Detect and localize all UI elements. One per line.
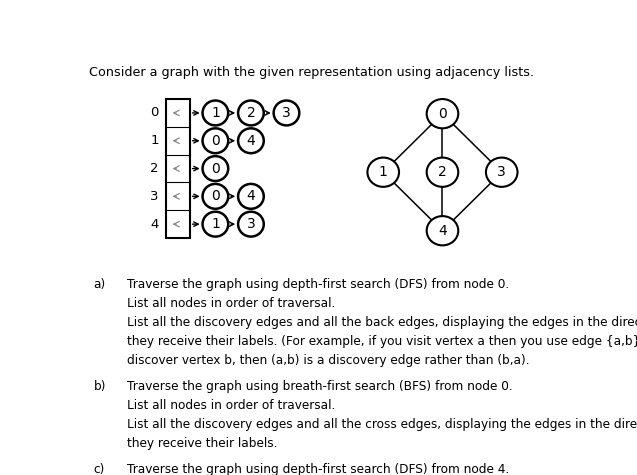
- Text: 1: 1: [150, 134, 159, 147]
- Text: 1: 1: [211, 106, 220, 120]
- Ellipse shape: [203, 128, 228, 153]
- Bar: [166, 99, 190, 238]
- Ellipse shape: [427, 99, 458, 128]
- Text: 4: 4: [438, 224, 447, 238]
- Text: 3: 3: [497, 165, 506, 179]
- Text: 2: 2: [247, 106, 255, 120]
- Ellipse shape: [238, 184, 264, 209]
- Ellipse shape: [238, 101, 264, 125]
- Text: 3: 3: [150, 190, 159, 203]
- Text: 0: 0: [150, 106, 159, 119]
- Text: 0: 0: [211, 190, 220, 203]
- Ellipse shape: [368, 158, 399, 187]
- Text: List all nodes in order of traversal.: List all nodes in order of traversal.: [127, 399, 335, 412]
- Ellipse shape: [238, 128, 264, 153]
- Text: Consider a graph with the given representation using adjacency lists.: Consider a graph with the given represen…: [89, 66, 534, 79]
- Text: they receive their labels.: they receive their labels.: [127, 437, 277, 450]
- Ellipse shape: [427, 216, 458, 246]
- Text: List all the discovery edges and all the back edges, displaying the edges in the: List all the discovery edges and all the…: [127, 316, 637, 329]
- Text: 1: 1: [379, 165, 388, 179]
- Ellipse shape: [203, 212, 228, 237]
- Ellipse shape: [203, 184, 228, 209]
- Ellipse shape: [203, 156, 228, 181]
- Ellipse shape: [427, 158, 458, 187]
- Text: List all the discovery edges and all the cross edges, displaying the edges in th: List all the discovery edges and all the…: [127, 418, 637, 431]
- Text: 0: 0: [438, 107, 447, 121]
- Text: 2: 2: [150, 162, 159, 175]
- Ellipse shape: [274, 101, 299, 125]
- Text: b): b): [94, 380, 106, 393]
- Text: List all nodes in order of traversal.: List all nodes in order of traversal.: [127, 297, 335, 310]
- Text: Traverse the graph using depth-first search (DFS) from node 4.: Traverse the graph using depth-first sea…: [127, 463, 509, 475]
- Text: 4: 4: [150, 218, 159, 231]
- Text: 3: 3: [282, 106, 291, 120]
- Text: they receive their labels. (For example, if you visit vertex a then you use edge: they receive their labels. (For example,…: [127, 335, 637, 348]
- Text: 0: 0: [211, 162, 220, 176]
- Text: c): c): [94, 463, 105, 475]
- Ellipse shape: [238, 212, 264, 237]
- Text: 3: 3: [247, 217, 255, 231]
- Text: 4: 4: [247, 190, 255, 203]
- Ellipse shape: [486, 158, 517, 187]
- Ellipse shape: [203, 101, 228, 125]
- Text: a): a): [94, 278, 106, 291]
- Text: 4: 4: [247, 134, 255, 148]
- Text: 0: 0: [211, 134, 220, 148]
- Text: Traverse the graph using depth-first search (DFS) from node 0.: Traverse the graph using depth-first sea…: [127, 278, 509, 291]
- Text: 1: 1: [211, 217, 220, 231]
- Text: discover vertex b, then (a,b) is a discovery edge rather than (b,a).: discover vertex b, then (a,b) is a disco…: [127, 354, 529, 367]
- Text: 2: 2: [438, 165, 447, 179]
- Text: Traverse the graph using breath-first search (BFS) from node 0.: Traverse the graph using breath-first se…: [127, 380, 512, 393]
